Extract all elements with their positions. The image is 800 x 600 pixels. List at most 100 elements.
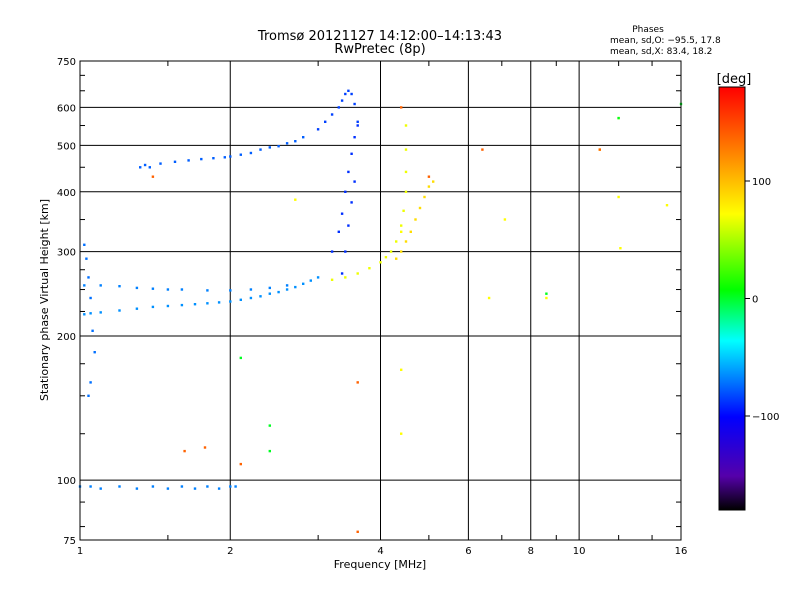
data-point: [249, 151, 253, 155]
data-point: [83, 284, 86, 287]
data-point: [148, 166, 151, 169]
data-point: [404, 148, 408, 151]
data-point: [229, 485, 232, 488]
colorbar-tick-label: 100: [752, 177, 771, 188]
data-point: [206, 485, 209, 488]
data-point: [229, 289, 232, 292]
data-point: [277, 290, 280, 294]
data-point: [330, 250, 334, 253]
colorbar-label: [deg]: [717, 72, 752, 87]
data-point: [135, 286, 139, 290]
data-point: [350, 201, 353, 204]
data-point: [427, 185, 431, 188]
data-point: [159, 162, 162, 165]
data-point: [340, 99, 344, 102]
data-point: [598, 148, 601, 151]
data-point: [309, 279, 312, 282]
data-point: [139, 166, 142, 169]
data-point: [85, 257, 88, 260]
data-point: [135, 487, 139, 490]
data-point: [389, 250, 393, 253]
x-axis-label: Frequency [MHz]: [334, 558, 426, 571]
data-point: [347, 170, 350, 174]
y-axis-label: Stationary phase Virtual Height [km]: [38, 199, 51, 401]
data-point: [285, 288, 289, 291]
colorbar-tick-label: 0: [752, 295, 758, 306]
data-point: [400, 106, 403, 109]
data-point: [91, 329, 94, 332]
data-point: [409, 230, 412, 233]
data-point: [344, 250, 347, 253]
plot-frame: [79, 60, 682, 541]
data-point: [99, 311, 102, 314]
data-point: [302, 136, 305, 139]
data-point: [356, 120, 359, 123]
data-point: [400, 230, 403, 233]
data-point: [268, 286, 271, 290]
data-point: [166, 304, 170, 308]
data-point: [234, 485, 237, 488]
data-point: [239, 356, 242, 360]
data-point: [337, 106, 340, 109]
data-point: [203, 446, 207, 449]
y-tick-label: 100: [57, 476, 76, 487]
data-point: [217, 487, 221, 490]
data-point: [143, 163, 147, 167]
data-point: [350, 152, 353, 155]
data-point: [503, 218, 507, 221]
data-point: [400, 432, 403, 435]
data-point: [268, 292, 271, 295]
data-point: [347, 89, 350, 92]
data-point: [277, 145, 280, 148]
data-point: [316, 128, 320, 131]
y-tick-label: 750: [57, 57, 76, 68]
data-point: [617, 116, 620, 120]
data-point: [268, 424, 271, 427]
data-point: [93, 351, 96, 354]
data-point: [249, 288, 253, 291]
chart-subtitle: RwPretec (8p): [334, 42, 425, 57]
data-point: [384, 256, 388, 259]
data-point: [665, 204, 669, 207]
data-point: [356, 381, 359, 384]
y-tick-label: 600: [57, 103, 76, 114]
data-point: [83, 313, 86, 316]
data-point: [368, 267, 371, 270]
data-point: [400, 224, 403, 227]
data-point: [356, 272, 359, 275]
data-point: [83, 243, 86, 246]
data-point: [183, 449, 186, 453]
data-point: [400, 368, 403, 371]
data-point: [400, 250, 403, 253]
data-point: [135, 307, 139, 310]
data-point: [294, 198, 297, 201]
data-point: [217, 301, 221, 304]
colorbar-ticks: 100 0 −100: [745, 177, 779, 423]
data-point: [402, 209, 405, 212]
data-point: [151, 305, 155, 309]
data-point: [404, 170, 408, 174]
data-point: [89, 296, 92, 300]
data-point: [395, 240, 398, 243]
phases-heading: Phases: [632, 25, 664, 35]
y-tick-label: 500: [57, 141, 76, 152]
data-point: [180, 485, 184, 488]
data-point: [223, 156, 226, 159]
data-point: [423, 195, 426, 199]
data-point: [89, 485, 92, 488]
data-point: [212, 157, 215, 160]
data-point: [206, 289, 209, 292]
data-point: [395, 257, 398, 260]
data-point: [268, 146, 271, 149]
y-tick-label: 400: [57, 188, 76, 199]
y-tick-label: 75: [63, 536, 76, 547]
data-point: [414, 218, 417, 221]
data-point: [87, 394, 90, 397]
data-point: [545, 296, 548, 300]
data-point: [259, 148, 262, 151]
data-point: [118, 485, 121, 488]
data-point: [151, 175, 155, 178]
data-point: [330, 113, 334, 116]
data-point: [316, 276, 320, 279]
